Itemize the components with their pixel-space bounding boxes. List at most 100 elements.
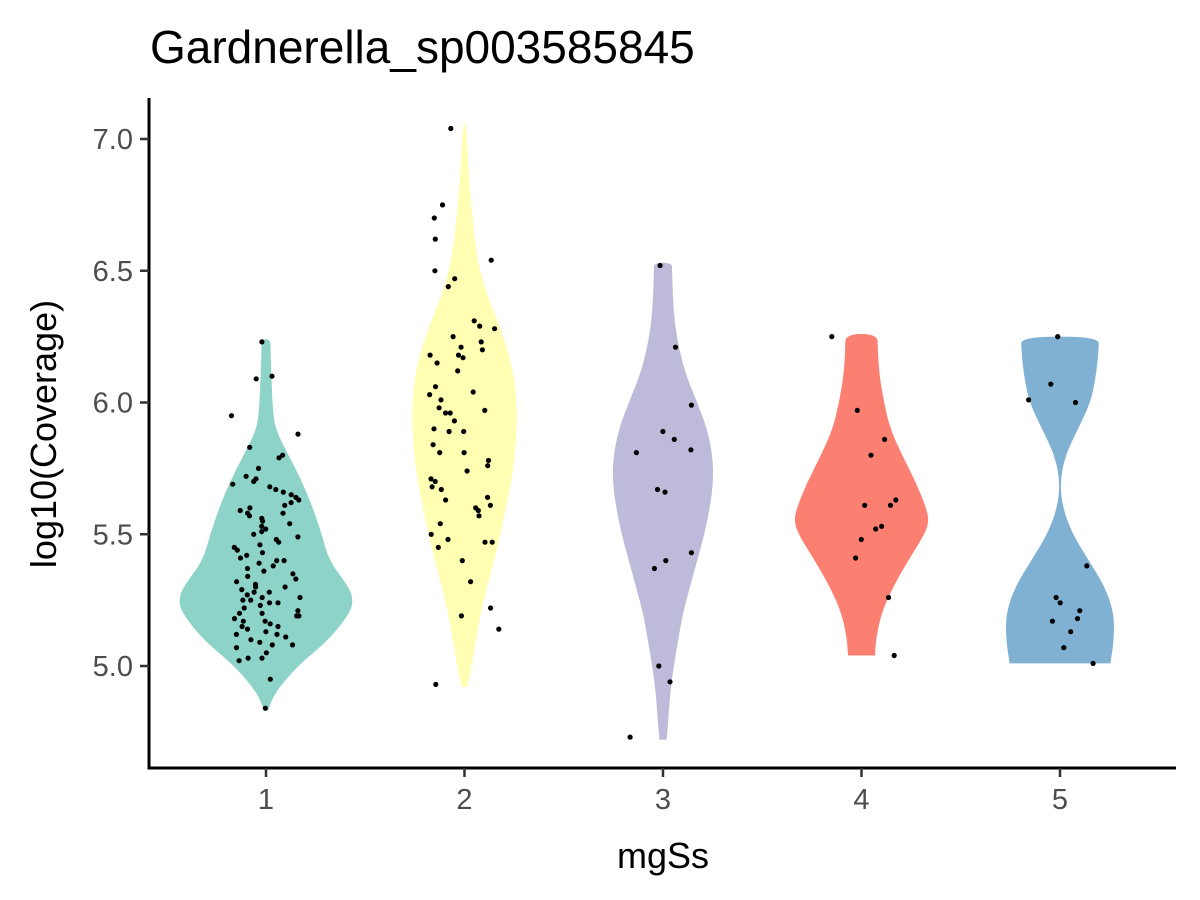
data-point: [427, 352, 433, 358]
data-point: [231, 616, 238, 622]
data-point: [657, 262, 663, 269]
data-point: [445, 284, 451, 290]
data-point: [244, 626, 251, 632]
data-point: [496, 626, 502, 632]
data-point: [237, 507, 243, 514]
data-point: [430, 442, 436, 448]
data-point: [660, 428, 666, 435]
data-point: [439, 202, 446, 208]
data-point: [236, 610, 243, 616]
data-point: [257, 602, 263, 609]
y-axis-title: log10(Coverage): [23, 300, 64, 568]
data-point: [873, 526, 879, 532]
data-point: [854, 407, 860, 413]
data-point: [295, 534, 301, 540]
data-point: [283, 634, 289, 640]
data-point: [252, 581, 259, 587]
y-tick-label: 5.5: [93, 519, 133, 551]
data-point: [431, 426, 437, 432]
data-point: [633, 450, 640, 456]
data-point: [240, 618, 246, 624]
violin-3: [612, 262, 714, 740]
data-point: [269, 642, 275, 648]
data-point: [428, 476, 434, 482]
data-point: [256, 560, 262, 566]
data-point: [476, 513, 482, 519]
data-point: [461, 450, 467, 456]
data-point: [255, 465, 262, 471]
data-point: [251, 531, 257, 537]
data-point: [295, 431, 301, 437]
data-point: [858, 536, 864, 543]
x-tick-label: 1: [258, 784, 274, 816]
data-point: [438, 486, 444, 493]
data-point: [667, 679, 673, 685]
data-point: [1053, 594, 1059, 601]
data-point: [853, 555, 859, 561]
data-point: [885, 594, 892, 601]
data-point: [688, 550, 695, 556]
data-point: [280, 510, 286, 516]
data-point: [437, 521, 443, 527]
data-point: [455, 368, 461, 374]
x-axis-ticks: 1 2 3 4 5: [258, 768, 1068, 816]
data-point: [435, 544, 441, 551]
data-point: [446, 428, 452, 435]
data-point: [429, 484, 435, 490]
data-point: [461, 428, 467, 435]
data-point: [656, 663, 662, 669]
data-point: [829, 334, 835, 340]
data-point: [253, 476, 259, 482]
data-point: [275, 623, 281, 630]
data-point: [433, 681, 439, 688]
data-point: [259, 550, 266, 556]
x-tick-label: 2: [456, 784, 472, 816]
data-point: [485, 463, 491, 469]
data-point: [247, 444, 253, 450]
data-point: [233, 631, 239, 638]
data-point: [288, 500, 294, 506]
data-point: [276, 455, 282, 461]
data-point: [671, 436, 677, 442]
data-point: [443, 497, 449, 503]
data-point: [1090, 660, 1096, 667]
data-point: [270, 563, 276, 569]
data-point: [248, 597, 254, 603]
data-point: [244, 565, 251, 572]
data-point: [262, 705, 268, 711]
data-point: [432, 384, 439, 390]
data-point: [455, 352, 462, 358]
data-point: [879, 523, 885, 529]
data-point: [248, 637, 254, 643]
y-tick-label: 6.5: [93, 256, 133, 288]
data-point: [1077, 608, 1083, 614]
data-point: [431, 215, 437, 221]
data-point: [427, 392, 433, 398]
data-point: [489, 539, 495, 545]
data-point: [1049, 618, 1055, 624]
data-point: [887, 502, 894, 508]
data-point: [290, 571, 296, 577]
data-point: [882, 436, 888, 442]
data-point: [273, 486, 279, 493]
data-point: [688, 447, 694, 453]
data-point: [447, 410, 453, 416]
data-point: [445, 536, 451, 543]
data-point: [244, 592, 250, 598]
data-point: [1074, 616, 1081, 622]
data-point: [259, 523, 265, 529]
data-point: [470, 389, 476, 395]
data-point: [282, 584, 288, 590]
data-point: [1068, 629, 1074, 635]
data-point: [267, 484, 273, 490]
data-point: [437, 450, 443, 456]
data-point: [488, 257, 494, 263]
data-point: [458, 344, 464, 350]
data-point: [240, 597, 246, 603]
data-point: [234, 579, 240, 585]
data-point: [282, 502, 288, 508]
data-point: [263, 650, 269, 656]
data-point: [477, 323, 483, 329]
data-point: [230, 481, 236, 487]
